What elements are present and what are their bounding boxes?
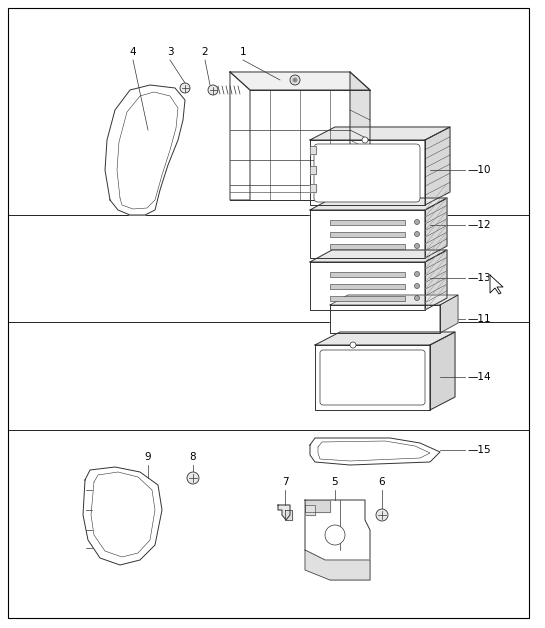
- Polygon shape: [230, 72, 370, 90]
- Bar: [330, 220, 405, 224]
- Polygon shape: [330, 305, 440, 333]
- Circle shape: [415, 232, 420, 237]
- FancyBboxPatch shape: [316, 146, 419, 199]
- Polygon shape: [305, 500, 330, 512]
- Polygon shape: [430, 332, 455, 410]
- Polygon shape: [440, 295, 458, 333]
- Polygon shape: [310, 146, 316, 154]
- Circle shape: [325, 525, 345, 545]
- Circle shape: [187, 472, 199, 484]
- Polygon shape: [105, 85, 185, 215]
- Circle shape: [415, 244, 420, 249]
- Text: 4: 4: [130, 47, 136, 57]
- Circle shape: [293, 78, 297, 82]
- Polygon shape: [425, 250, 447, 310]
- Text: —12: —12: [467, 220, 490, 230]
- Bar: [330, 283, 405, 288]
- Circle shape: [350, 342, 356, 348]
- Text: —11: —11: [467, 314, 490, 324]
- Polygon shape: [330, 295, 458, 305]
- Text: 1: 1: [240, 47, 246, 57]
- Polygon shape: [305, 500, 370, 580]
- Polygon shape: [310, 166, 316, 174]
- Polygon shape: [425, 127, 450, 205]
- Polygon shape: [230, 72, 250, 200]
- Bar: [330, 232, 405, 237]
- Polygon shape: [310, 438, 440, 465]
- Text: 3: 3: [167, 47, 173, 57]
- Circle shape: [290, 75, 300, 85]
- Polygon shape: [310, 184, 316, 192]
- Text: —13: —13: [467, 273, 490, 283]
- Polygon shape: [310, 140, 425, 205]
- Circle shape: [415, 283, 420, 288]
- Polygon shape: [310, 127, 450, 140]
- Bar: [330, 271, 405, 276]
- FancyBboxPatch shape: [314, 144, 420, 202]
- Bar: [330, 244, 405, 249]
- Polygon shape: [315, 345, 430, 410]
- Circle shape: [180, 83, 190, 93]
- Circle shape: [376, 509, 388, 521]
- Text: 7: 7: [282, 477, 288, 487]
- Polygon shape: [310, 262, 425, 310]
- Text: 2: 2: [202, 47, 208, 57]
- Circle shape: [362, 137, 368, 143]
- Text: 6: 6: [379, 477, 385, 487]
- Polygon shape: [305, 505, 315, 515]
- Polygon shape: [305, 550, 370, 580]
- Bar: [330, 296, 405, 301]
- Polygon shape: [490, 275, 503, 294]
- Circle shape: [415, 220, 420, 224]
- Polygon shape: [310, 210, 425, 258]
- Polygon shape: [310, 250, 447, 262]
- Circle shape: [415, 271, 420, 276]
- Polygon shape: [425, 198, 447, 258]
- FancyBboxPatch shape: [320, 350, 425, 405]
- Text: 5: 5: [332, 477, 338, 487]
- Circle shape: [208, 85, 218, 95]
- Polygon shape: [285, 510, 292, 520]
- Text: —14: —14: [467, 372, 490, 382]
- Polygon shape: [315, 332, 455, 345]
- Polygon shape: [278, 505, 290, 520]
- Text: 9: 9: [144, 452, 152, 462]
- Text: —15: —15: [467, 445, 490, 455]
- Text: —10: —10: [467, 165, 490, 175]
- Polygon shape: [350, 72, 370, 200]
- Circle shape: [415, 296, 420, 301]
- Polygon shape: [83, 467, 162, 565]
- Polygon shape: [310, 198, 447, 210]
- Text: 8: 8: [190, 452, 196, 462]
